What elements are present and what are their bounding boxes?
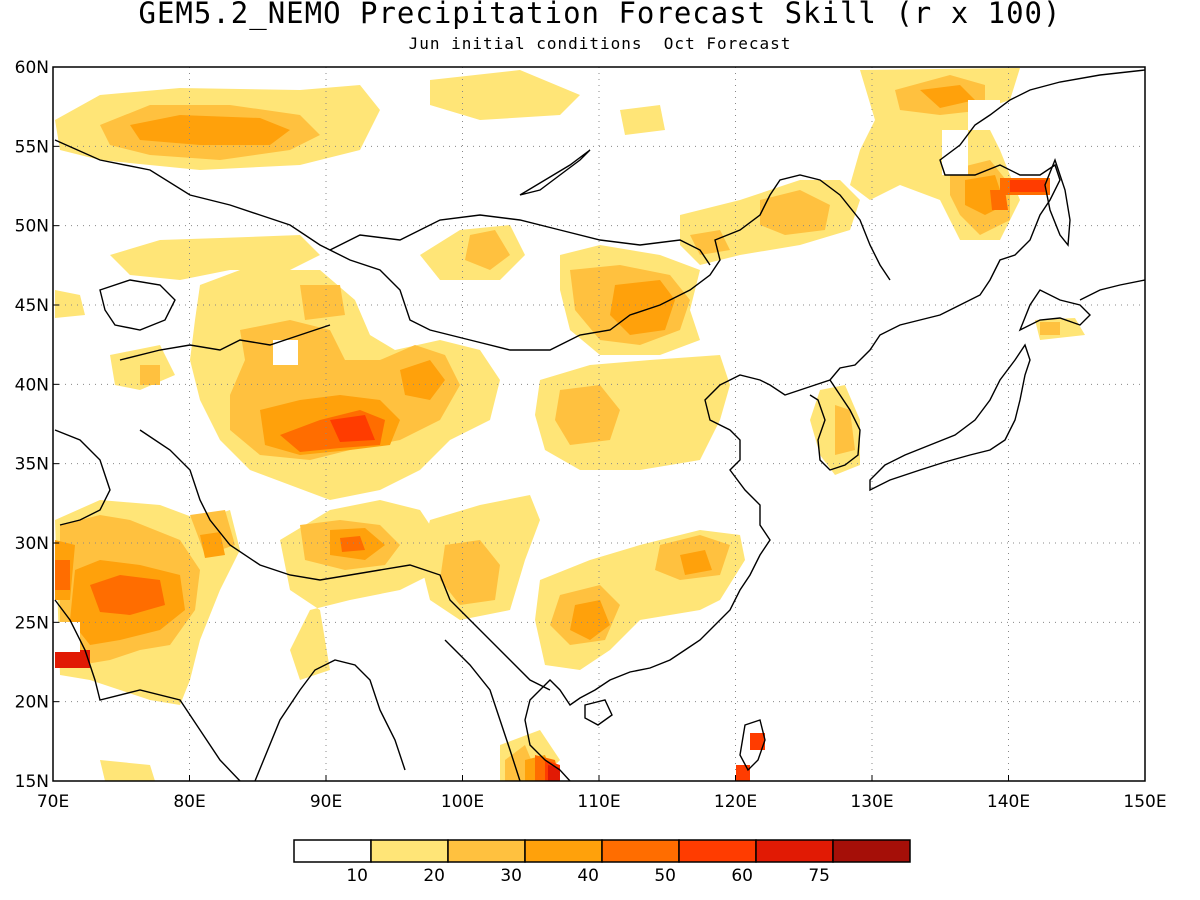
colorbar-label: 20 <box>423 866 445 886</box>
colorbar-label: 60 <box>731 866 753 886</box>
border-indochina <box>444 639 521 781</box>
lon-tick-label: 70E <box>37 792 69 812</box>
lat-tick-label: 30N <box>15 534 49 554</box>
border-himalaya <box>139 429 551 691</box>
coastline-lake-baikal <box>519 149 591 196</box>
colorbar-swatch <box>370 839 449 863</box>
colorbar-label: 50 <box>654 866 676 886</box>
border-southwest-asia <box>54 429 111 526</box>
coastline-east-asia <box>524 69 1145 781</box>
coastlines-and-borders <box>54 69 1145 781</box>
coastline-kamchatka-kurils <box>1079 279 1145 301</box>
coastline-hainan <box>584 699 613 726</box>
coastline-hokkaido <box>1018 289 1091 332</box>
lat-tick-label: 45N <box>15 296 49 316</box>
colorbar-label: 75 <box>808 866 830 886</box>
lon-tick-label: 130E <box>850 792 893 812</box>
colorbar-swatch <box>832 839 911 863</box>
border-china-mongolia <box>329 214 711 266</box>
map-title: GEM5.2_NEMO Precipitation Forecast Skill… <box>138 0 1062 30</box>
colorbar-swatch <box>524 839 603 863</box>
border-central-asia <box>119 324 331 361</box>
skill-level-60-75 <box>55 650 560 781</box>
lat-tick-label: 15N <box>15 772 49 792</box>
colorbar-swatch <box>755 839 834 863</box>
colorbar-label: 30 <box>500 866 522 886</box>
coastline-korea <box>809 379 861 471</box>
lon-tick-label: 90E <box>310 792 342 812</box>
map-subtitle: Jun initial conditions Oct Forecast <box>408 34 792 53</box>
lon-tick-label: 120E <box>714 792 757 812</box>
colorbar: 10 20 30 40 50 60 75 <box>293 839 911 886</box>
missing-data-cells <box>55 100 1000 652</box>
coastline-caspian-aral <box>99 279 176 331</box>
border-northern <box>54 139 891 351</box>
colorbar-swatch <box>447 839 526 863</box>
colorbar-label: 10 <box>346 866 368 886</box>
lat-tick-label: 60N <box>15 58 49 78</box>
latitude-labels: 60N 55N 50N 45N 40N 35N 30N 25N 20N 15N <box>15 58 59 792</box>
coastline-sakhalin <box>1044 157 1071 247</box>
lon-tick-label: 100E <box>441 792 484 812</box>
lon-tick-label: 110E <box>577 792 620 812</box>
lon-tick-label: 80E <box>173 792 205 812</box>
colorbar-swatch <box>678 839 757 863</box>
lat-tick-label: 35N <box>15 455 49 475</box>
skill-shading <box>55 68 1085 781</box>
lat-tick-label: 55N <box>15 137 49 157</box>
colorbar-label: 40 <box>577 866 599 886</box>
colorbar-swatch <box>601 839 680 863</box>
coastline-japan <box>869 343 1031 492</box>
lon-tick-label: 140E <box>987 792 1030 812</box>
lat-tick-label: 50N <box>15 217 49 237</box>
longitude-labels: 70E 80E 90E 100E 110E 120E 130E 140E 150E <box>37 775 1167 812</box>
lat-tick-label: 20N <box>15 693 49 713</box>
coastline-taiwan <box>739 719 766 772</box>
colorbar-swatch <box>293 839 372 863</box>
lon-tick-label: 150E <box>1123 792 1166 812</box>
coastline-india <box>54 599 241 781</box>
lat-tick-label: 25N <box>15 613 49 633</box>
coastline-bay-of-bengal <box>254 659 406 781</box>
lat-tick-label: 40N <box>15 375 49 395</box>
